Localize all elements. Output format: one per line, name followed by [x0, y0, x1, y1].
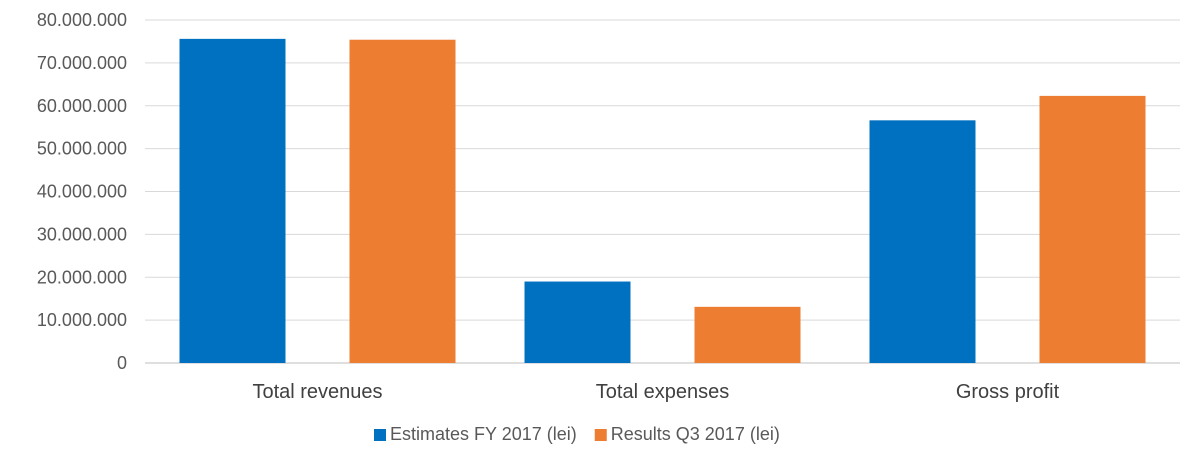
- y-tick-label: 40.000.000: [37, 182, 127, 202]
- y-tick-label: 60.000.000: [37, 96, 127, 116]
- y-tick-label: 0: [117, 353, 127, 373]
- y-tick-label: 30.000.000: [37, 224, 127, 244]
- bar-estimates-1: [524, 281, 631, 363]
- bar-results-2: [1039, 95, 1146, 364]
- y-tick-label: 50.000.000: [37, 139, 127, 159]
- x-tick-label: Gross profit: [956, 381, 1060, 403]
- legend: Estimates FY 2017 (lei) Results Q3 2017 (…: [374, 424, 780, 444]
- y-tick-label: 70.000.000: [37, 53, 127, 73]
- legend-label: Results Q3 2017 (lei): [611, 424, 780, 444]
- y-tick-label: 80.000.000: [37, 10, 127, 30]
- gridlines: [145, 19, 1180, 364]
- bars: [179, 38, 1146, 364]
- bar-results-1: [694, 306, 801, 363]
- legend-item: Estimates FY 2017 (lei): [374, 424, 577, 444]
- legend-swatch: [374, 429, 386, 441]
- x-tick-label: Total revenues: [252, 381, 382, 403]
- legend-swatch: [594, 429, 607, 441]
- y-tick-label: 10.000.000: [37, 310, 127, 330]
- y-axis: 0 10.000.000 20.000.000 30.000.000 40.000.00…: [37, 10, 127, 373]
- bar-estimates-0: [179, 38, 286, 364]
- y-tick-label: 20.000.000: [37, 267, 127, 287]
- bar-estimates-2: [869, 120, 976, 363]
- legend-label: Estimates FY 2017 (lei): [390, 424, 577, 444]
- x-tick-label: Total expenses: [596, 381, 729, 403]
- bar-results-0: [349, 39, 456, 363]
- legend-item: Results Q3 2017 (lei): [594, 424, 780, 444]
- x-axis: Total revenues Total expenses Gross profit: [252, 381, 1059, 403]
